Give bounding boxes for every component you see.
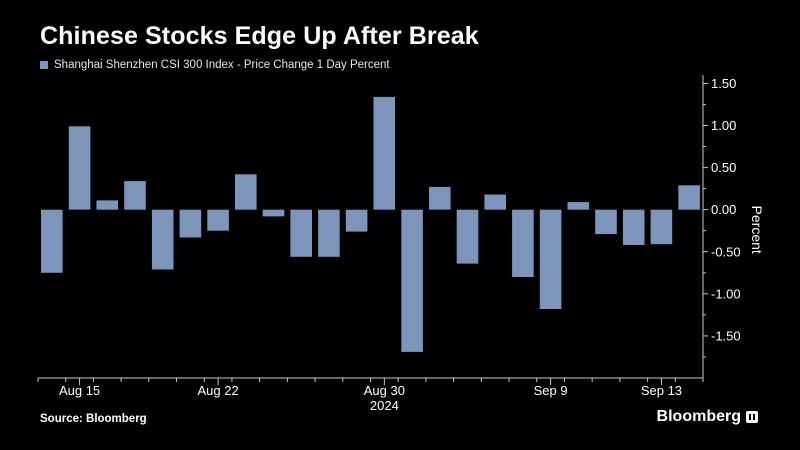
y-tick-label: 1.00 xyxy=(711,118,736,133)
bar-sep-6 xyxy=(512,209,534,277)
y-tick-label: -0.50 xyxy=(711,244,741,259)
y-axis-title: Percent xyxy=(749,206,765,254)
bar-sep-10 xyxy=(567,202,590,210)
bar-aug-30 xyxy=(373,96,396,210)
bar-aug-22 xyxy=(207,209,229,231)
bar-aug-28 xyxy=(318,209,340,257)
bar-sep-18 xyxy=(678,185,700,210)
bar-sep-3 xyxy=(429,186,451,210)
y-tick-label: -1.00 xyxy=(711,286,741,301)
bar-aug-23 xyxy=(235,174,257,210)
bar-aug-19 xyxy=(124,181,146,210)
bar-aug-29 xyxy=(345,209,368,232)
y-tick-label: 0.50 xyxy=(711,160,736,175)
x-tick-label: Aug 30 xyxy=(364,383,405,398)
bar-sep-11 xyxy=(595,209,617,235)
x-tick-label: Aug 22 xyxy=(198,383,239,398)
bar-sep-12 xyxy=(622,209,645,245)
x-tick-sublabel: 2024 xyxy=(370,398,399,413)
bar-aug-20 xyxy=(151,209,174,270)
legend-label: Shanghai Shenzhen CSI 300 Index - Price … xyxy=(54,59,390,71)
bar-aug-15 xyxy=(68,126,91,210)
x-tick-label: Sep 9 xyxy=(534,383,568,398)
chart-title: Chinese Stocks Edge Up After Break xyxy=(40,22,479,50)
bars-group xyxy=(41,96,700,352)
bloomberg-logo: Bloomberg xyxy=(657,408,758,426)
bar-aug-21 xyxy=(179,209,202,238)
x-tick-label: Sep 13 xyxy=(641,383,682,398)
bar-sep-4 xyxy=(456,209,479,264)
y-tick-label: 1.50 xyxy=(711,76,736,91)
y-tick-label: 0.00 xyxy=(711,202,736,217)
bar-sep-9 xyxy=(539,209,562,309)
bar-sep-5 xyxy=(484,194,506,210)
bar-aug-14 xyxy=(41,209,63,273)
bar-aug-27 xyxy=(290,209,312,257)
y-axis: 1.50 1.00 0.50 0.00 -0.50 -1.00 -1.50 Percent xyxy=(702,75,765,378)
bloomberg-mark-icon xyxy=(746,411,758,423)
legend: Shanghai Shenzhen CSI 300 Index - Price … xyxy=(40,59,390,71)
bar-sep-2 xyxy=(401,209,423,352)
source-note: Source: Bloomberg xyxy=(40,413,147,425)
legend-swatch xyxy=(40,61,48,69)
brand-label: Bloomberg xyxy=(656,408,741,425)
bar-aug-16 xyxy=(96,200,119,210)
x-tick-label: Aug 15 xyxy=(59,383,100,398)
y-tick-label: -1.50 xyxy=(711,328,741,343)
bar-aug-26 xyxy=(262,209,285,217)
bar-sep-13 xyxy=(650,209,673,245)
